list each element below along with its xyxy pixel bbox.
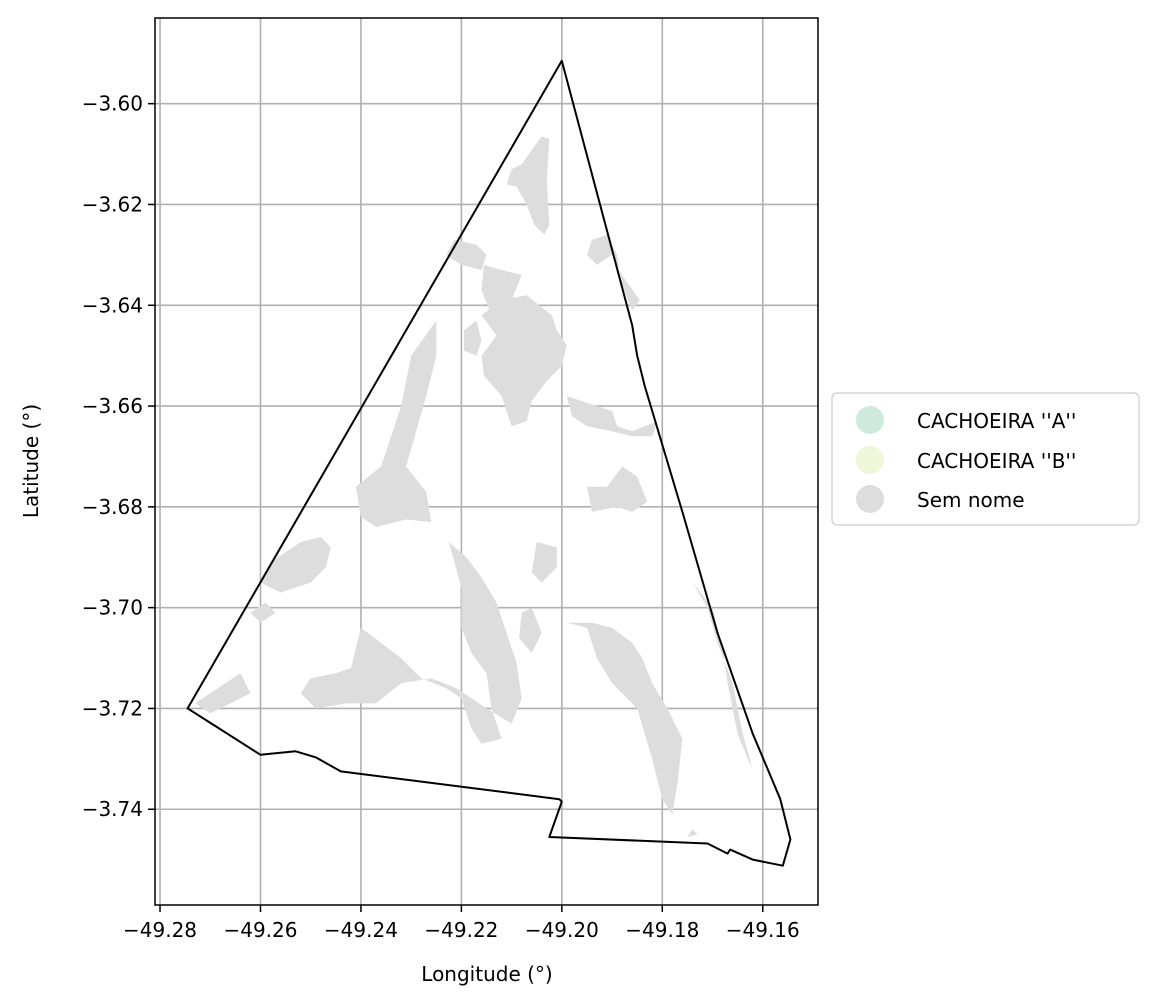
x-tick-label: −49.22 <box>424 918 498 942</box>
x-tick-label: −49.18 <box>625 918 699 942</box>
water-region <box>566 622 683 815</box>
water-region <box>250 602 276 623</box>
water-region <box>481 295 567 427</box>
y-tick-label: −3.72 <box>82 696 143 720</box>
water-region <box>692 582 753 769</box>
y-tick-label: −3.60 <box>82 92 143 116</box>
x-tick-label: −49.24 <box>324 918 398 942</box>
water-region <box>506 136 550 235</box>
legend-label-cachoeira-b: CACHOEIRA ''B'' <box>917 449 1076 473</box>
x-tick-label: −49.28 <box>123 918 197 942</box>
legend-box <box>831 392 1140 526</box>
axes-frame <box>154 17 819 906</box>
water-region <box>463 320 482 356</box>
x-tick-label: −49.16 <box>726 918 800 942</box>
boundary-layer <box>186 59 792 867</box>
water-region <box>531 542 557 583</box>
boundary-outline <box>186 59 792 867</box>
y-tick-label: −3.62 <box>82 192 143 216</box>
water-region <box>446 239 487 270</box>
water-region <box>355 320 437 527</box>
legend-label-cachoeira-a: CACHOEIRA ''A'' <box>917 409 1076 433</box>
legend-marker-cachoeira-a <box>856 406 884 434</box>
y-tick-label: −3.74 <box>82 797 143 821</box>
y-tick-label: −3.64 <box>82 293 143 317</box>
y-tick-label: −3.68 <box>82 495 143 519</box>
legend-label-sem-nome: Sem nome <box>917 488 1025 512</box>
legend-marker-cachoeira-b <box>856 446 884 474</box>
x-tick-label: −49.26 <box>223 918 297 942</box>
legend: CACHOEIRA ''A'' CACHOEIRA ''B'' Sem nome <box>831 392 1140 526</box>
water-region <box>195 673 251 714</box>
water-regions <box>195 136 753 837</box>
y-axis-ticks: −3.60 −3.62 −3.64 −3.66 −3.68 −3.70 −3.72 −3.74 <box>82 92 155 821</box>
water-region <box>587 234 640 311</box>
water-region <box>687 829 698 837</box>
water-region <box>300 542 522 744</box>
legend-marker-sem-nome <box>856 485 884 513</box>
x-tick-label: −49.20 <box>525 918 599 942</box>
x-axis-ticks: −49.28 −49.26 −49.24 −49.22 −49.20 −49.18 −49.… <box>123 905 800 942</box>
x-axis-label: Longitude (°) <box>421 962 552 986</box>
water-region <box>587 466 648 512</box>
water-region <box>566 396 658 437</box>
gridlines <box>155 18 818 905</box>
y-tick-label: −3.66 <box>82 394 143 418</box>
water-region <box>260 537 331 593</box>
water-region <box>519 607 542 653</box>
y-axis-label: Latitude (°) <box>19 404 43 518</box>
y-tick-label: −3.70 <box>82 596 143 620</box>
